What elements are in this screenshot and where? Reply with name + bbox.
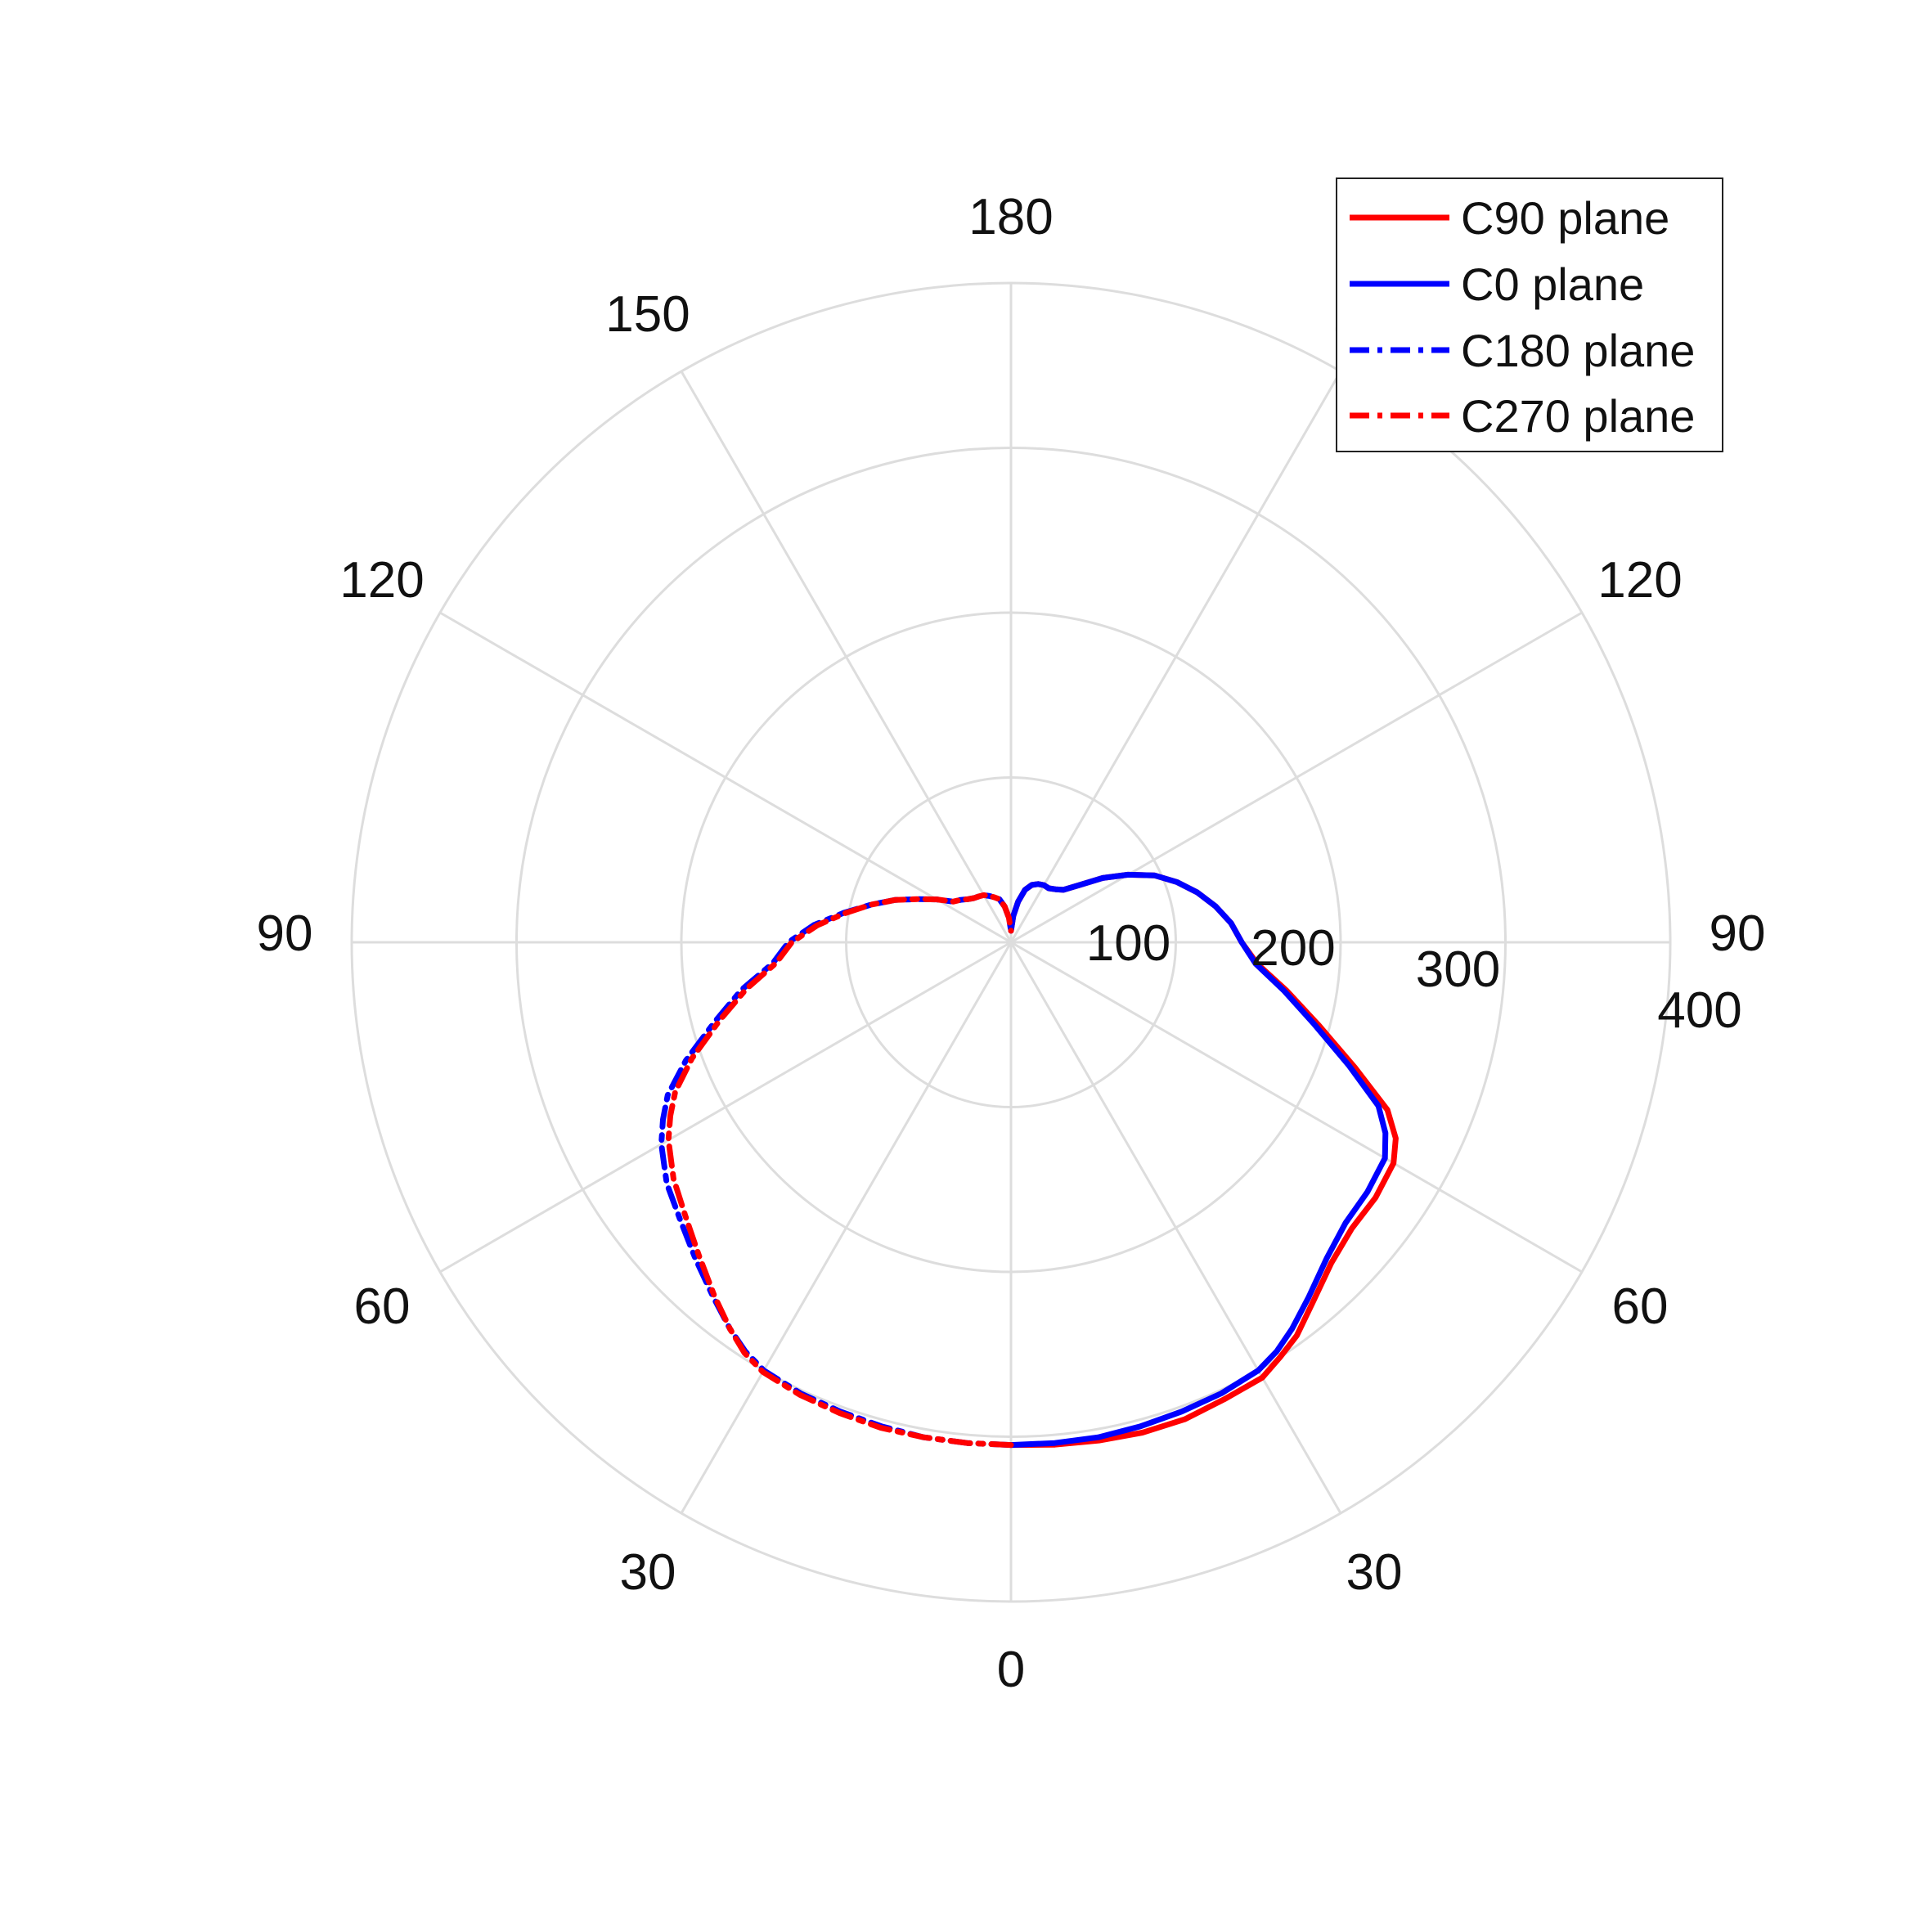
angle-tick-left-60: 60 (354, 1278, 411, 1335)
grid-spoke (1009, 371, 1342, 943)
grid-spoke (680, 371, 1013, 943)
radial-tick-400: 400 (1657, 982, 1741, 1039)
legend-label-c90: C90 plane (1461, 192, 1669, 244)
angle-tick-right-90: 90 (1710, 905, 1766, 962)
legend: C90 plane C0 plane C180 plane C270 plane (1336, 177, 1723, 452)
legend-label-c270: C270 plane (1461, 390, 1695, 442)
series-layer (658, 871, 1399, 1449)
angle-tick-left-90: 90 (257, 905, 313, 962)
angle-tick-left-150: 150 (605, 286, 690, 343)
series-c180-plane (658, 892, 1014, 1449)
grid-spoke (439, 941, 1012, 1274)
grid-spoke (1010, 611, 1583, 944)
legend-entry-c270: C270 plane (1350, 390, 1695, 442)
grid-spoke (1010, 941, 1583, 1274)
series-c270-plane (665, 892, 1014, 1449)
series-c0-plane (1008, 871, 1389, 1449)
legend-entry-c0: C0 plane (1350, 258, 1644, 310)
angle-tick-right-120: 120 (1597, 552, 1682, 609)
angle-tick-left-30: 30 (620, 1544, 676, 1601)
angle-tick-right-60: 60 (1612, 1278, 1669, 1335)
radial-tick-100: 100 (1086, 915, 1170, 972)
angle-tick-right-0: 0 (997, 1642, 1025, 1698)
polar-grid (350, 281, 1672, 1603)
radial-tick-300: 300 (1416, 941, 1500, 998)
grid-spoke (1009, 941, 1342, 1514)
legend-entry-c180: C180 plane (1350, 325, 1695, 376)
legend-label-c0: C0 plane (1461, 258, 1644, 310)
angle-tick-right-180: 180 (968, 189, 1053, 245)
legend-entry-c90: C90 plane (1350, 192, 1669, 244)
grid-spoke (439, 611, 1012, 944)
grid-spoke (680, 941, 1013, 1514)
legend-box (1336, 177, 1723, 452)
angle-tick-left-120: 120 (339, 552, 424, 609)
legend-label-c180: C180 plane (1461, 325, 1695, 376)
series-c90-plane (1008, 871, 1399, 1449)
radial-tick-200: 200 (1251, 920, 1335, 977)
angle-tick-right-30: 30 (1346, 1544, 1403, 1601)
